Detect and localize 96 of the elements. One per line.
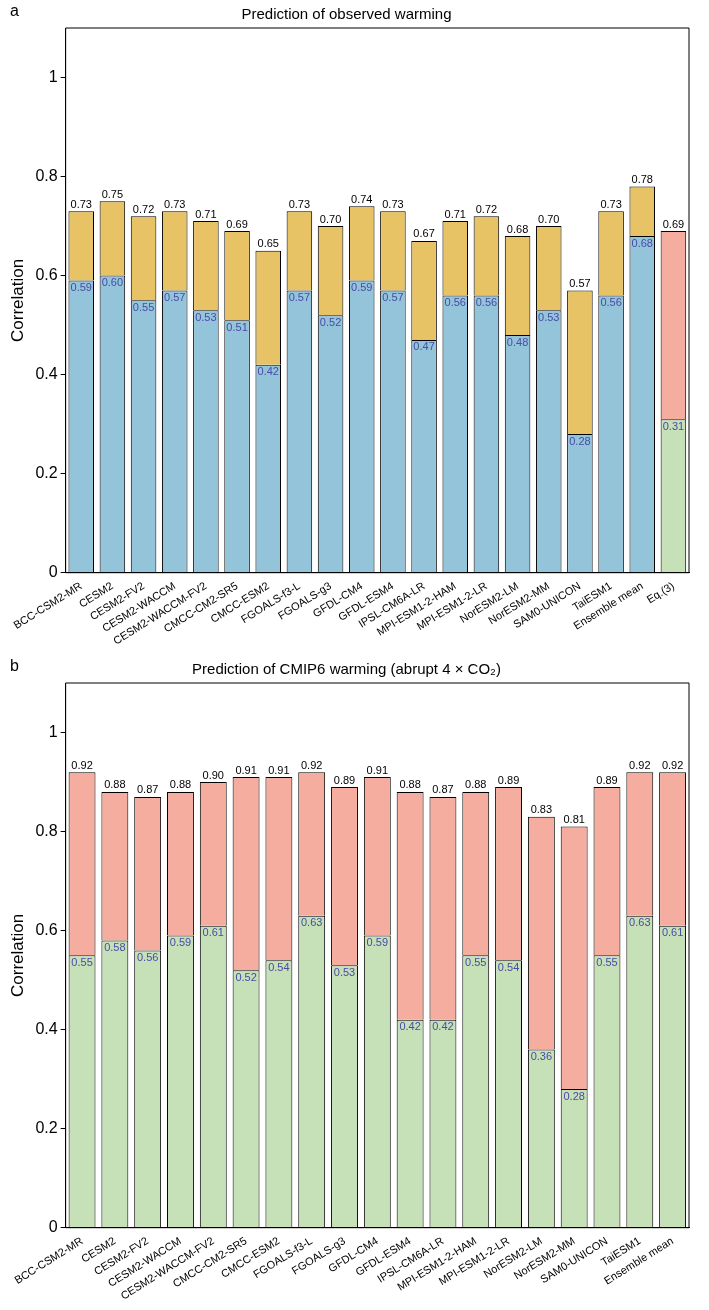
total-label: 0.91 xyxy=(268,763,290,776)
data-label: 0.59 xyxy=(366,936,389,949)
total-label: 0.81 xyxy=(563,813,585,826)
total-label: 0.72 xyxy=(132,202,155,215)
data-label: 0.55 xyxy=(132,300,155,313)
y-tick-label: 0.2 xyxy=(35,1119,58,1137)
y-axis-title: Correlation xyxy=(7,258,27,342)
total-label: 0.92 xyxy=(629,758,651,771)
data-label: 0.42 xyxy=(399,1020,421,1033)
data-label: 0.59 xyxy=(169,936,192,949)
total-label: 0.65 xyxy=(257,237,279,250)
y-tick-label: 0.2 xyxy=(35,464,58,482)
data-label: 0.55 xyxy=(596,955,618,968)
total-label: 0.91 xyxy=(366,763,389,776)
y-tick-label: 0 xyxy=(48,563,58,581)
data-label: 0.57 xyxy=(288,290,311,303)
data-label: 0.36 xyxy=(530,1049,553,1062)
data-label: 0.60 xyxy=(101,276,124,289)
data-label: 0.28 xyxy=(569,434,591,447)
data-label: 0.63 xyxy=(300,916,323,929)
total-label: 0.70 xyxy=(319,212,342,225)
data-label: 0.28 xyxy=(563,1089,585,1102)
data-label: 0.53 xyxy=(333,965,356,978)
data-label: 0.53 xyxy=(538,310,560,323)
data-label: 0.52 xyxy=(235,970,257,983)
data-label: 0.31 xyxy=(662,419,685,432)
total-label: 0.88 xyxy=(169,778,192,791)
y-tick-label: 1 xyxy=(48,722,58,740)
y-tick-label: 0.6 xyxy=(35,266,58,283)
total-label: 0.87 xyxy=(136,783,159,796)
total-label: 0.57 xyxy=(569,276,591,289)
data-label: 0.51 xyxy=(226,320,248,333)
total-label: 0.91 xyxy=(235,763,257,776)
total-label: 0.74 xyxy=(351,192,373,205)
data-label: 0.55 xyxy=(71,955,93,968)
total-label: 0.73 xyxy=(70,197,92,210)
total-label: 0.71 xyxy=(444,207,466,220)
data-label: 0.42 xyxy=(432,1020,454,1033)
total-label: 0.73 xyxy=(288,197,311,210)
total-label: 0.88 xyxy=(104,778,126,791)
data-label: 0.61 xyxy=(661,926,684,939)
total-label: 0.83 xyxy=(530,803,553,816)
total-label: 0.90 xyxy=(202,768,224,781)
data-label: 0.63 xyxy=(629,916,651,929)
total-label: 0.70 xyxy=(538,212,560,225)
data-label: 0.54 xyxy=(497,960,520,973)
data-label: 0.47 xyxy=(413,340,435,353)
data-label: 0.59 xyxy=(70,281,92,294)
total-label: 0.87 xyxy=(432,783,454,796)
total-label: 0.69 xyxy=(226,217,248,230)
data-label: 0.56 xyxy=(136,950,159,963)
total-label: 0.73 xyxy=(600,197,622,210)
y-axis-title: Correlation xyxy=(7,913,27,997)
total-label: 0.92 xyxy=(300,758,323,771)
data-label: 0.52 xyxy=(319,315,342,328)
data-label: 0.68 xyxy=(631,236,653,249)
total-label: 0.71 xyxy=(195,207,217,220)
text: b xyxy=(10,657,19,675)
total-label: 0.68 xyxy=(506,222,529,235)
data-label: 0.56 xyxy=(600,295,622,308)
chart-title: Prediction of observed warming xyxy=(241,5,452,23)
y-tick-label: 0.6 xyxy=(35,921,58,938)
data-label: 0.57 xyxy=(382,290,404,303)
y-tick-label: 0 xyxy=(48,1218,58,1236)
total-label: 0.69 xyxy=(662,217,685,230)
data-label: 0.61 xyxy=(202,926,224,939)
y-tick-label: 1 xyxy=(48,67,58,85)
total-label: 0.92 xyxy=(71,758,93,771)
data-label: 0.48 xyxy=(506,335,529,348)
data-label: 0.57 xyxy=(164,290,186,303)
y-tick-label: 0.8 xyxy=(35,166,58,184)
data-label: 0.56 xyxy=(475,295,498,308)
data-label: 0.55 xyxy=(465,955,487,968)
chart-title: Prediction of CMIP6 warming (abrupt 4 × CO₂) xyxy=(192,660,501,678)
total-label: 0.73 xyxy=(164,197,186,210)
total-label: 0.73 xyxy=(382,197,404,210)
total-label: 0.75 xyxy=(101,187,124,200)
y-tick-label: 0.4 xyxy=(35,365,58,383)
total-label: 0.89 xyxy=(596,773,618,786)
total-label: 0.78 xyxy=(631,172,653,185)
total-label: 0.67 xyxy=(413,227,435,240)
total-label: 0.88 xyxy=(465,778,487,791)
data-label: 0.59 xyxy=(351,281,373,294)
y-tick-label: 0.4 xyxy=(35,1020,58,1038)
data-label: 0.54 xyxy=(268,960,290,973)
total-label: 0.88 xyxy=(399,778,421,791)
y-tick-label: 0.8 xyxy=(35,821,58,839)
total-label: 0.89 xyxy=(333,773,356,786)
data-label: 0.42 xyxy=(257,365,279,378)
total-label: 0.89 xyxy=(497,773,520,786)
data-label: 0.53 xyxy=(195,310,217,323)
total-label: 0.72 xyxy=(475,202,498,215)
data-label: 0.58 xyxy=(104,941,126,954)
text: a xyxy=(10,2,19,20)
total-label: 0.92 xyxy=(661,758,684,771)
data-label: 0.56 xyxy=(444,295,466,308)
